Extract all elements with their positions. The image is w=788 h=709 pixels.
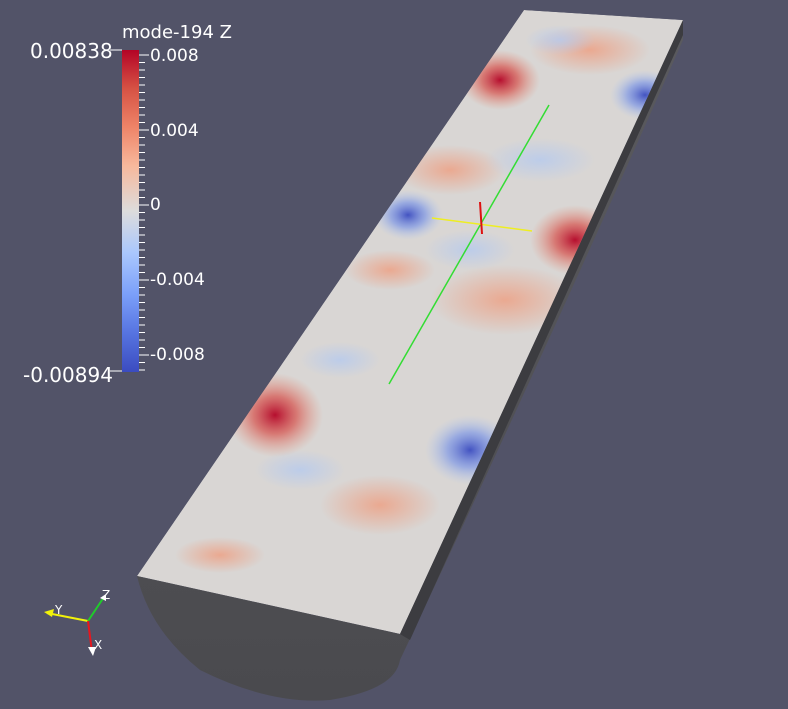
field-peak-positive (460, 50, 540, 110)
colorbar-tick-label: 0.004 (150, 121, 199, 141)
field-patch (320, 475, 440, 535)
mesh-side-face-right (400, 20, 683, 640)
colorbar-range-min: -0.00894 (23, 363, 113, 387)
field-patch (425, 230, 515, 270)
field-patch (430, 265, 580, 335)
field-patch (345, 250, 435, 290)
field-patch (300, 342, 380, 378)
orientation-axis-y-label: Y (55, 603, 63, 617)
field-patch (525, 25, 595, 55)
orientation-axis-x-label: X (94, 638, 103, 652)
mode-shape-surface[interactable] (137, 10, 683, 634)
field-peak-negative (373, 190, 443, 240)
field-peak-positive (227, 373, 323, 457)
colorbar-tick-label: 0.008 (150, 46, 199, 66)
orientation-axes-widget (44, 594, 106, 656)
field-patch (255, 450, 345, 490)
colorbar-tick-label: -0.008 (150, 345, 205, 365)
colorbar-title: mode-194 Z (122, 22, 232, 43)
field-patch (485, 138, 595, 182)
center-axis-z-line (479, 201, 483, 235)
colorbar-ticks (139, 54, 149, 371)
colorbar-tick-label: -0.004 (150, 270, 205, 290)
field-patch (175, 537, 265, 573)
colorbar-tick-label: 0 (150, 195, 161, 215)
colorbar-connectors (110, 49, 122, 372)
center-axis-y-line (388, 104, 550, 385)
mesh-side-face (137, 20, 683, 701)
colorbar (122, 50, 139, 372)
colorbar-range-max: 0.00838 (30, 39, 113, 63)
orientation-axis-z-label: Z (102, 588, 111, 602)
